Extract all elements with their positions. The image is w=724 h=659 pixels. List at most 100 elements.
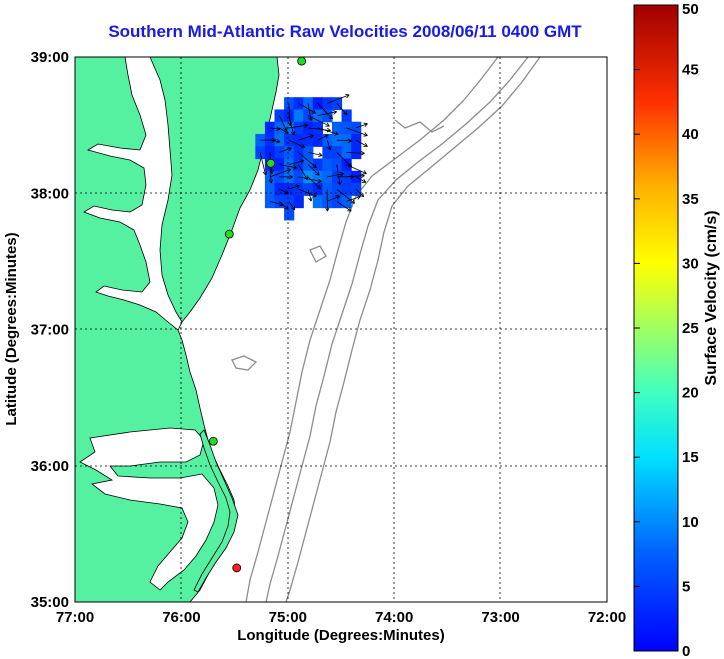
velocity-arrow bbox=[279, 164, 297, 169]
velocity-arrow-head bbox=[317, 181, 322, 184]
y-axis-label: Latitude (Degrees:Minutes) bbox=[3, 232, 20, 425]
velocity-arrow-head bbox=[315, 173, 320, 176]
velocity-arrow-head bbox=[293, 131, 296, 136]
velocity-arrow-head bbox=[290, 131, 295, 136]
velocity-arrow-head bbox=[325, 134, 329, 139]
velocity-arrow-head bbox=[318, 152, 323, 156]
velocity-arrow-head bbox=[350, 176, 355, 179]
velocity-arrow-head bbox=[276, 126, 281, 130]
velocity-arrow bbox=[336, 188, 355, 204]
velocity-arrow-head bbox=[326, 122, 330, 127]
velocity-arrow-head bbox=[302, 144, 306, 148]
velocity-cell bbox=[312, 170, 323, 184]
velocity-arrow-head bbox=[327, 146, 331, 151]
velocity-cell bbox=[322, 146, 333, 160]
velocity-cell bbox=[312, 195, 323, 209]
velocity-arrow bbox=[279, 127, 289, 134]
pamlico-sound bbox=[79, 427, 219, 591]
velocity-arrow bbox=[326, 139, 331, 151]
velocity-arrow bbox=[288, 160, 304, 166]
velocity-arrow-head bbox=[296, 185, 300, 189]
velocity-arrow bbox=[346, 175, 365, 178]
velocity-arrow bbox=[355, 139, 368, 147]
velocity-arrow bbox=[307, 103, 312, 121]
velocity-arrow-head bbox=[339, 172, 344, 175]
velocity-arrow-head bbox=[295, 184, 300, 187]
station-marker bbox=[224, 229, 234, 239]
velocity-arrow bbox=[269, 139, 281, 143]
velocity-arrow-head bbox=[348, 207, 352, 212]
velocity-arrow-head bbox=[288, 147, 292, 152]
colorbar-tick-label: 35 bbox=[682, 191, 699, 208]
velocity-arrow-head bbox=[360, 175, 365, 179]
velocity-arrow-head bbox=[292, 167, 297, 170]
colorbar-tick-label: 20 bbox=[682, 385, 699, 402]
velocity-cell bbox=[322, 158, 333, 172]
velocity-arrow bbox=[298, 164, 308, 180]
colorbar-tick-label: 50 bbox=[682, 1, 699, 18]
velocity-arrow-head bbox=[331, 114, 333, 120]
velocity-arrow-head bbox=[271, 169, 274, 174]
colorbar bbox=[633, 4, 679, 652]
map-layer bbox=[75, 57, 607, 602]
velocity-arrow-head bbox=[328, 117, 333, 120]
y-tick-label: 39:00 bbox=[31, 49, 69, 66]
velocity-arrow-head bbox=[268, 179, 272, 184]
velocity-cell bbox=[284, 146, 295, 160]
velocity-arrow-head bbox=[310, 135, 314, 139]
velocity-arrow-head bbox=[327, 207, 330, 212]
velocity-arrow-head bbox=[318, 155, 323, 157]
velocity-arrow bbox=[307, 189, 312, 202]
bathymetry-contours bbox=[231, 57, 541, 602]
velocity-arrow-head bbox=[316, 187, 321, 190]
velocity-arrow bbox=[346, 196, 361, 202]
velocity-cell bbox=[303, 133, 314, 147]
velocity-arrow bbox=[259, 152, 266, 176]
velocity-arrow-head bbox=[360, 153, 365, 156]
colorbar-label: Surface Velocity (cm/s) bbox=[703, 210, 720, 385]
velocity-arrow-head bbox=[276, 141, 281, 144]
velocity-arrow-head bbox=[363, 122, 368, 125]
velocity-arrow-head bbox=[339, 181, 342, 186]
velocity-arrow-head bbox=[290, 207, 295, 211]
velocity-arrow-head bbox=[362, 192, 365, 197]
station-marker bbox=[266, 158, 276, 168]
chesapeake-bay bbox=[83, 57, 183, 331]
velocity-arrow bbox=[336, 152, 353, 168]
velocity-arrow-head bbox=[332, 110, 337, 113]
velocity-cell bbox=[293, 195, 304, 209]
x-axis-label: Longitude (Degrees:Minutes) bbox=[237, 627, 445, 644]
velocity-cell bbox=[312, 158, 323, 172]
x-tick-label: 72:00 bbox=[588, 609, 626, 626]
velocity-arrow-head bbox=[335, 131, 339, 135]
velocity-arrow-head bbox=[308, 197, 312, 202]
colorbar-tick-label: 10 bbox=[682, 514, 699, 531]
station-markers bbox=[208, 57, 307, 573]
plot-title: Southern Mid-Atlantic Raw Velocities 200… bbox=[108, 22, 582, 41]
velocity-arrow-head bbox=[272, 137, 276, 141]
velocity-arrow bbox=[279, 201, 289, 210]
velocity-cell bbox=[264, 183, 276, 196]
velocity-arrow bbox=[346, 151, 365, 154]
velocity-arrow-head bbox=[317, 171, 320, 176]
velocity-arrow bbox=[307, 127, 331, 131]
colorbar-tick-label: 5 bbox=[682, 578, 690, 595]
velocity-arrow bbox=[288, 124, 308, 129]
velocity-arrow bbox=[288, 139, 306, 148]
velocity-arrow-head bbox=[313, 193, 317, 197]
velocity-arrow-head bbox=[347, 140, 352, 144]
velocity-arrow-head bbox=[363, 178, 367, 183]
velocity-arrow-head bbox=[329, 146, 332, 151]
velocity-arrow-head bbox=[304, 123, 309, 126]
y-tick-label: 35:00 bbox=[31, 594, 69, 611]
velocity-arrow bbox=[269, 168, 291, 178]
velocity-arrow-head bbox=[343, 113, 348, 116]
velocity-arrow-head bbox=[299, 159, 304, 161]
colorbar-tick-label: 30 bbox=[682, 255, 699, 272]
velocity-arrow bbox=[307, 115, 330, 127]
velocity-arrow-head bbox=[363, 135, 368, 137]
y-tick-label: 37:00 bbox=[31, 322, 69, 339]
velocity-arrow-head bbox=[279, 204, 284, 207]
velocity-cell bbox=[312, 133, 323, 147]
